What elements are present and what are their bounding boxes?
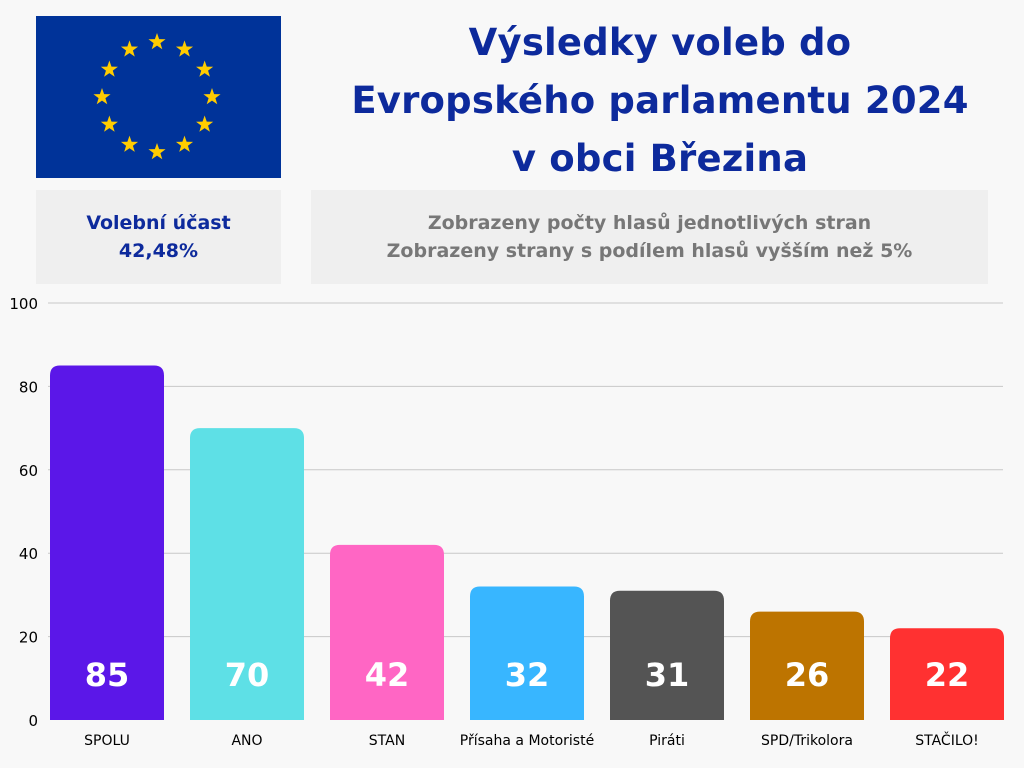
star-icon — [120, 135, 139, 152]
y-tick-label: 80 — [19, 378, 38, 396]
bar-value-label: 70 — [225, 656, 270, 694]
y-tick-label: 20 — [19, 629, 38, 647]
y-tick-label: 60 — [19, 462, 38, 480]
bar-value-label: 26 — [785, 656, 830, 694]
eu-flag-graphic — [36, 16, 281, 178]
info-line-2: Zobrazeny strany s podílem hlasů vyšším … — [386, 240, 913, 262]
info-line-1: Zobrazeny počty hlasů jednotlivých stran — [427, 212, 872, 234]
bar-spolu — [50, 365, 164, 720]
star-icon — [93, 88, 111, 105]
x-tick-label: Přísaha a Motoristé — [460, 733, 594, 749]
x-tick-label: STAN — [369, 733, 405, 749]
y-tick-label: 0 — [28, 712, 38, 730]
title-line-2: Evropského parlamentu 2024 — [351, 79, 969, 122]
eu-flag-icon — [36, 16, 281, 178]
star-icon — [100, 60, 118, 77]
x-tick-label: SPD/Trikolora — [761, 733, 853, 749]
title-line-1: Výsledky voleb do — [468, 21, 852, 64]
turnout-label: Volební účast — [86, 212, 231, 234]
star-icon — [100, 115, 118, 132]
bar-spd-trikolora — [750, 611, 864, 720]
bar-value-label: 31 — [645, 656, 690, 694]
star-icon — [196, 115, 214, 132]
x-tick-label: ANO — [231, 733, 262, 749]
bar-value-label: 85 — [85, 656, 130, 694]
turnout-value: 42,48% — [118, 240, 199, 262]
info-box: Zobrazeny počty hlasů jednotlivých stran… — [311, 190, 988, 284]
page-title: Výsledky voleb do Evropského parlamentu … — [300, 14, 1020, 188]
star-icon — [148, 143, 166, 160]
bar-ano — [190, 428, 304, 720]
y-tick-label: 40 — [19, 545, 38, 563]
bar-sta-ilo- — [890, 628, 1004, 720]
bar-pir-ti — [610, 590, 724, 720]
star-icon — [175, 135, 194, 152]
bar-value-label: 42 — [365, 656, 410, 694]
x-tick-label: STAČILO! — [915, 731, 979, 749]
bar-stan — [330, 544, 444, 720]
star-icon — [148, 33, 166, 50]
bar-value-label: 32 — [505, 656, 550, 694]
bar-value-label: 22 — [925, 656, 970, 694]
bar-chart: 0 20 40 60 80 100 85 SPOLU 70 ANO 42 STAN 32 Přísaha … — [9, 295, 1004, 749]
star-icon — [120, 40, 139, 57]
y-tick-label: 100 — [9, 295, 38, 313]
x-tick-label: Piráti — [649, 733, 685, 749]
star-icon — [196, 60, 214, 77]
x-tick-label: SPOLU — [84, 733, 130, 749]
star-icon — [203, 88, 221, 105]
bar-p-saha-a-motorist- — [470, 586, 584, 720]
turnout-box: Volební účast 42,48% — [36, 190, 281, 284]
title-line-3: v obci Březina — [511, 137, 809, 180]
star-icon — [175, 40, 194, 57]
